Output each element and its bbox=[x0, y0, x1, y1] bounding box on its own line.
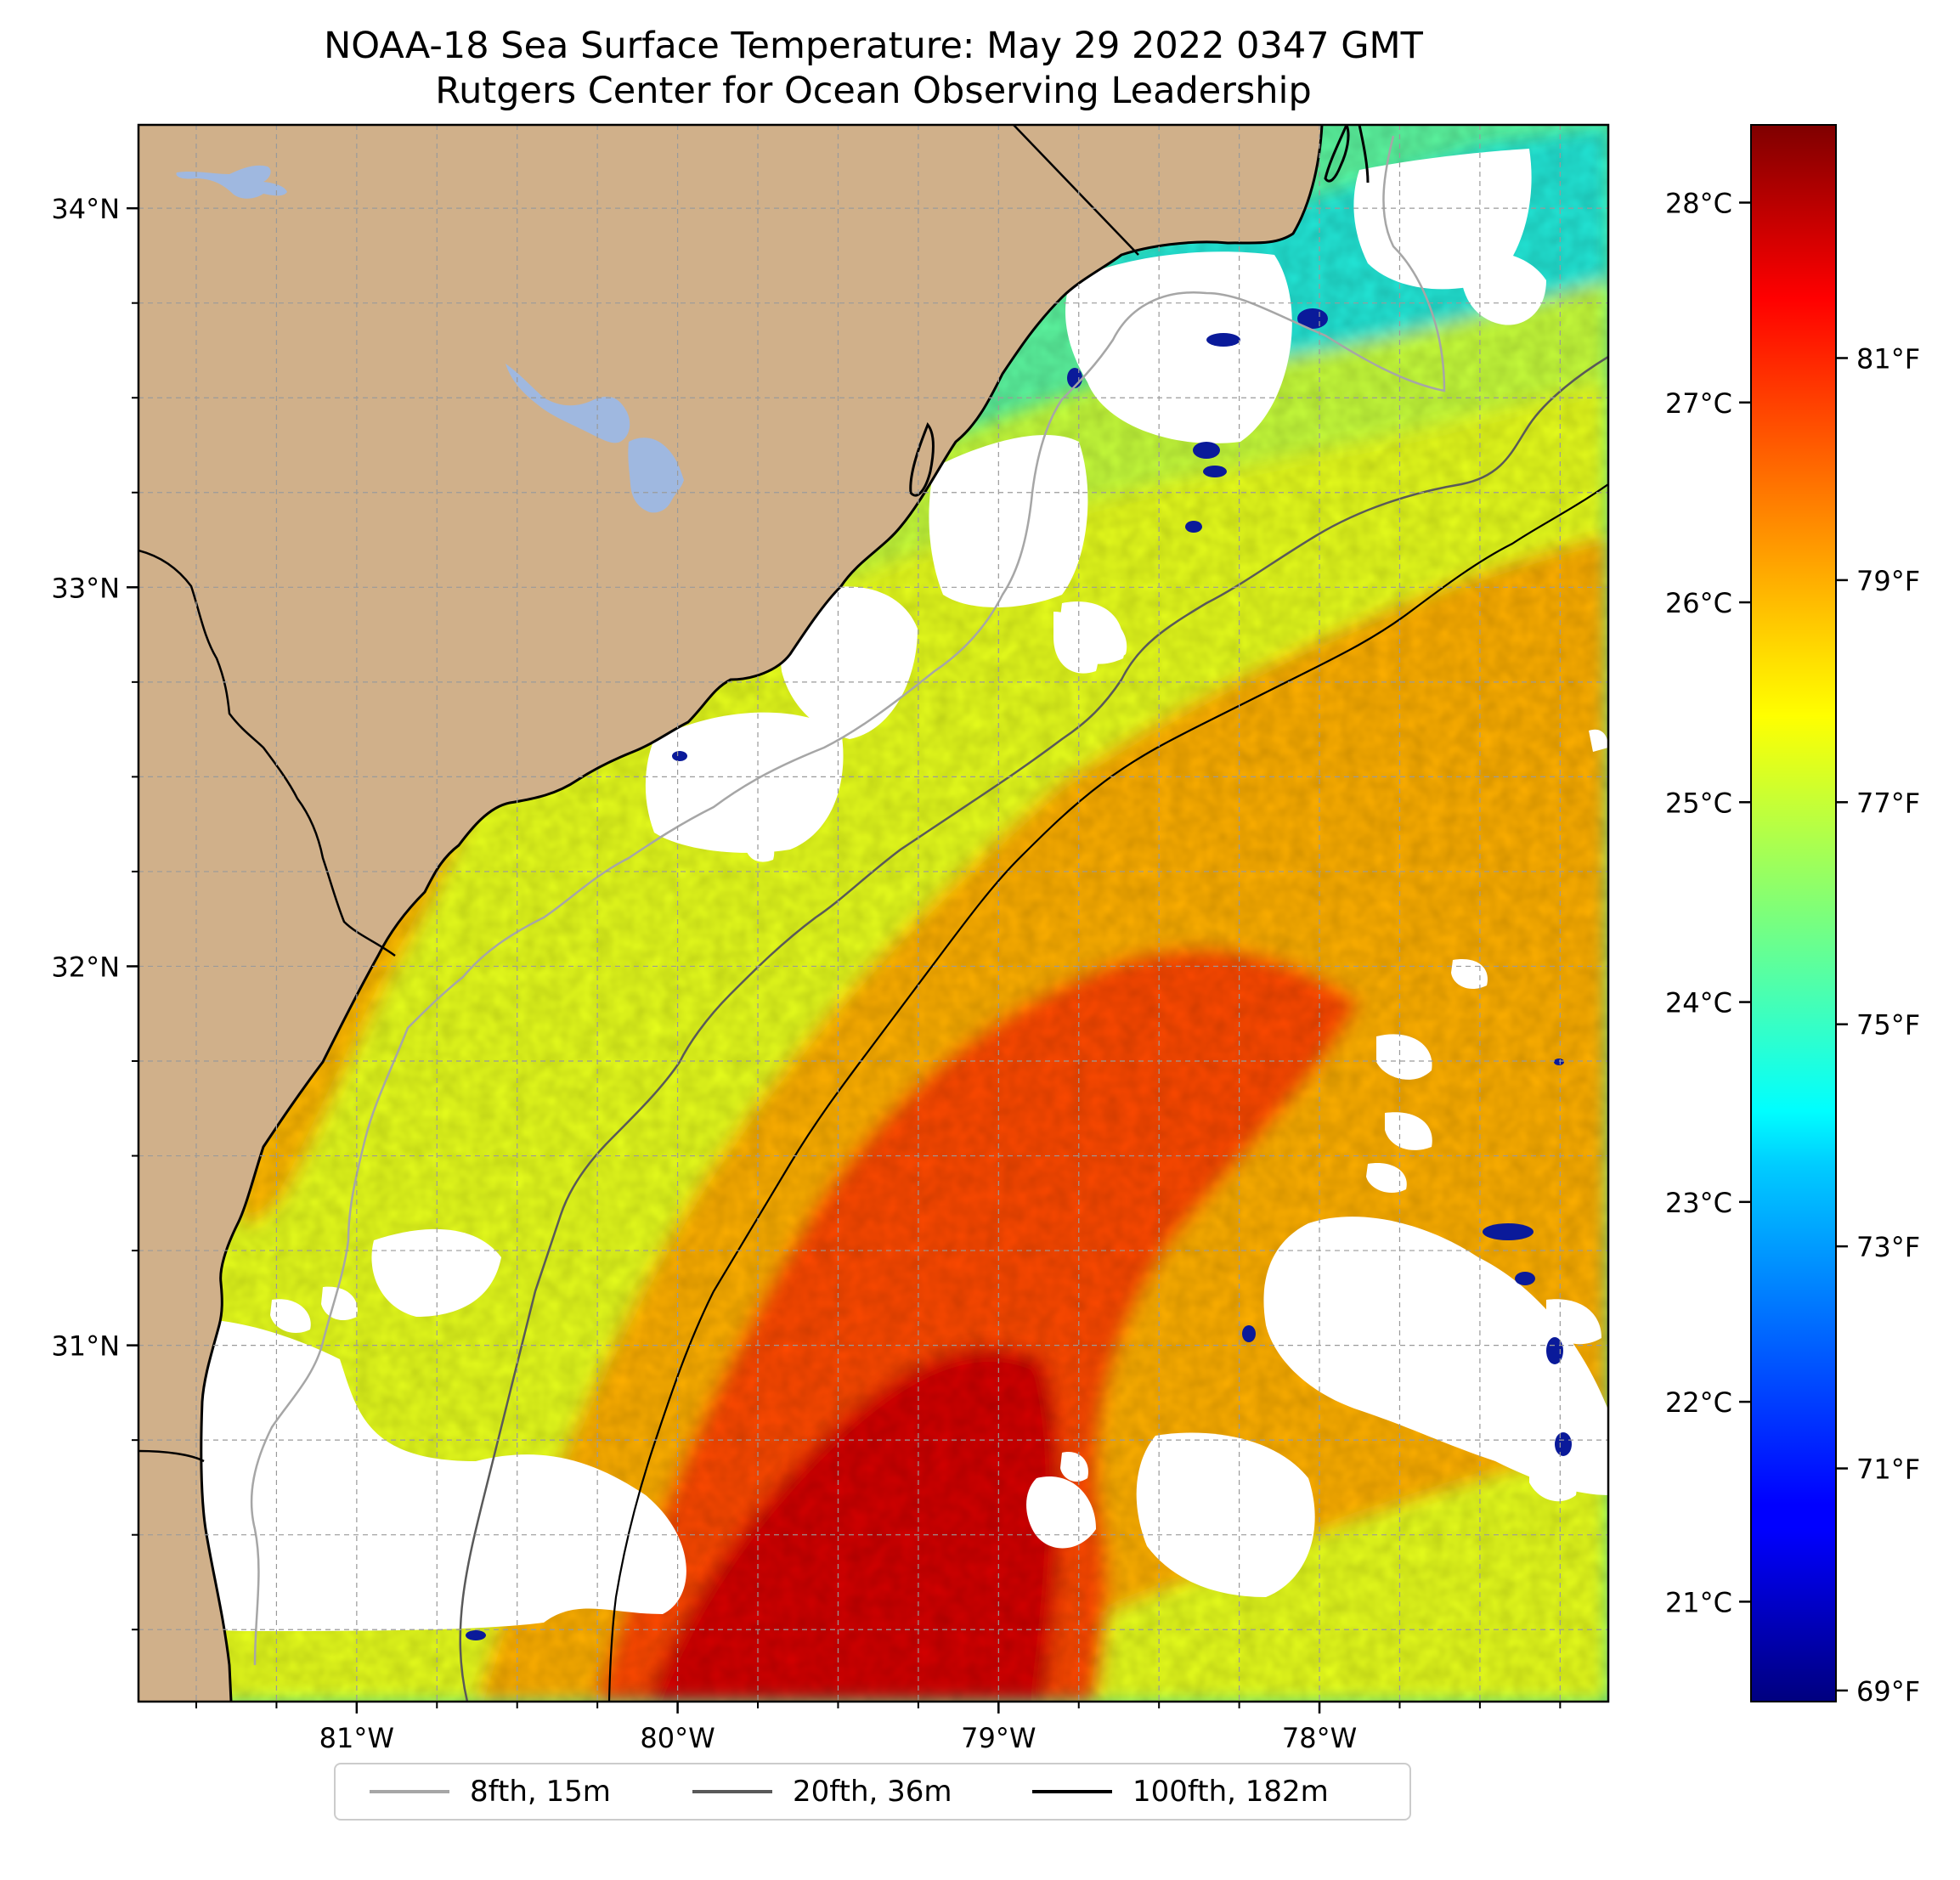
fahrenheit-tick-label: 75°F bbox=[1856, 1009, 1920, 1042]
fahrenheit-tick-label: 77°F bbox=[1856, 787, 1920, 819]
isobath-20fth bbox=[459, 355, 1608, 1702]
celsius-tick-label: 24°C bbox=[1665, 987, 1732, 1019]
lat-tick-label: 34°N bbox=[51, 193, 120, 225]
lakes bbox=[176, 165, 684, 513]
celsius-tick-label: 22°C bbox=[1665, 1386, 1732, 1419]
lon-tick-label: 78°W bbox=[1282, 1722, 1357, 1754]
celsius-tick-label: 23°C bbox=[1665, 1187, 1732, 1219]
celsius-tick-label: 25°C bbox=[1665, 787, 1732, 819]
map-area bbox=[138, 125, 1608, 1702]
colorbar-gradient bbox=[1750, 124, 1837, 1702]
fahrenheit-tick-label: 81°F bbox=[1856, 342, 1920, 375]
chart-title: NOAA-18 Sea Surface Temperature: May 29 … bbox=[138, 24, 1608, 114]
lat-tick-label: 31°N bbox=[51, 1330, 120, 1363]
isobath-100fth bbox=[607, 483, 1608, 1702]
fahrenheit-tick-label: 71°F bbox=[1856, 1454, 1920, 1486]
celsius-tick-label: 21°C bbox=[1665, 1586, 1732, 1618]
legend-item-8fth: 8fth, 15m bbox=[370, 1764, 611, 1819]
legend-swatch-8fth bbox=[370, 1790, 449, 1793]
lon-tick-label: 80°W bbox=[640, 1722, 715, 1754]
land-mass bbox=[138, 125, 1322, 1702]
gridlines bbox=[138, 125, 1608, 1702]
legend-item-100fth: 100fth, 182m bbox=[1032, 1764, 1329, 1819]
legend-label-8fth: 8fth, 15m bbox=[470, 1775, 611, 1809]
isobath-8fth bbox=[250, 135, 1446, 1666]
lon-tick-label: 81°W bbox=[319, 1722, 394, 1754]
map-frame bbox=[137, 123, 1610, 1703]
title-line-2: Rutgers Center for Ocean Observing Leade… bbox=[435, 70, 1312, 112]
fahrenheit-tick-label: 69°F bbox=[1856, 1675, 1920, 1708]
fahrenheit-tick-label: 79°F bbox=[1856, 565, 1920, 597]
celsius-tick-label: 28°C bbox=[1665, 187, 1732, 219]
celsius-tick-label: 27°C bbox=[1665, 387, 1732, 420]
map-axes: 34°N 33°N 32°N 31°N 81°W 80°W 79°W 78°W bbox=[51, 193, 1562, 1754]
fahrenheit-tick-label: 73°F bbox=[1856, 1231, 1920, 1263]
legend-label-20fth: 20fth, 36m bbox=[793, 1775, 952, 1809]
legend-item-20fth: 20fth, 36m bbox=[692, 1764, 952, 1819]
lat-tick-label: 32°N bbox=[51, 951, 120, 983]
lat-tick-label: 33°N bbox=[51, 572, 120, 604]
legend: 8fth, 15m 20fth, 36m 100fth, 182m bbox=[334, 1763, 1411, 1821]
lon-tick-label: 79°W bbox=[961, 1722, 1036, 1754]
legend-swatch-20fth bbox=[692, 1790, 772, 1793]
title-line-1: NOAA-18 Sea Surface Temperature: May 29 … bbox=[324, 25, 1423, 67]
colorbar-ticks: 28°C 27°C 26°C 25°C 24°C 23°C 22°C 21°C 81°F 79°F… bbox=[1665, 187, 1920, 1707]
legend-label-100fth: 100fth, 182m bbox=[1133, 1775, 1329, 1809]
celsius-tick-label: 26°C bbox=[1665, 587, 1732, 619]
legend-swatch-100fth bbox=[1032, 1790, 1112, 1793]
